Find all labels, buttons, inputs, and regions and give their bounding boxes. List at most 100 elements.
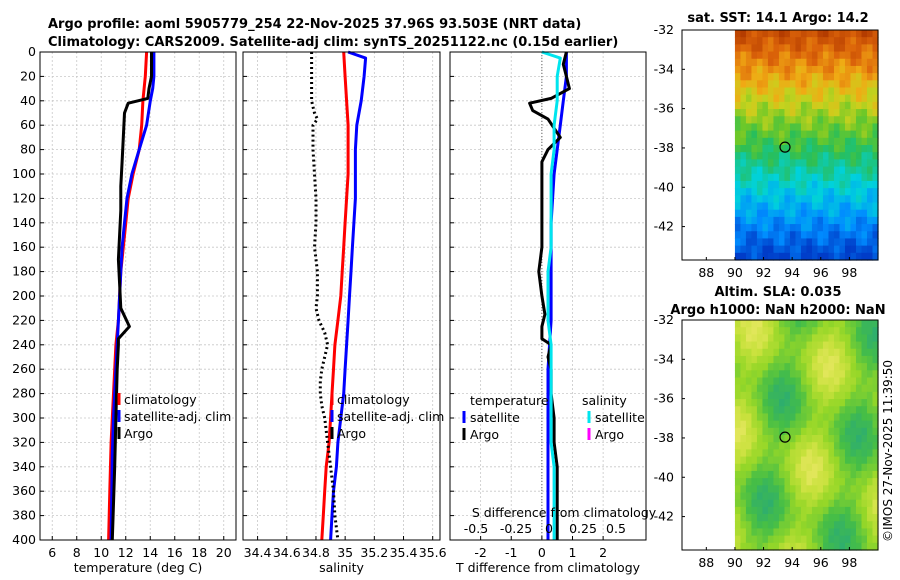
- x-tick-label: 18: [191, 545, 207, 560]
- map-cell: [778, 485, 786, 494]
- map-cell: [855, 506, 863, 515]
- map-cell: [751, 485, 758, 494]
- map-cell: [817, 209, 824, 218]
- map-cell: [734, 499, 742, 508]
- map-cell: [817, 252, 824, 261]
- map-cell: [844, 116, 852, 125]
- series-line-satellite-adj-clim: [109, 52, 156, 541]
- map-cell: [850, 406, 857, 415]
- map-cell: [778, 216, 786, 225]
- map-cell: [866, 542, 874, 551]
- map-cell: [850, 478, 857, 486]
- map-cell: [751, 252, 758, 261]
- y-tick-label: 320: [12, 434, 36, 449]
- map-cell: [861, 413, 868, 422]
- map-cell: [811, 377, 819, 386]
- map-cell: [811, 514, 819, 522]
- map-cell: [789, 51, 797, 60]
- map-cell: [828, 435, 835, 443]
- map-cell: [767, 137, 775, 146]
- map-cell: [861, 137, 868, 146]
- map-cell: [767, 334, 775, 343]
- map-cell: [811, 209, 819, 218]
- map-cell: [778, 44, 786, 53]
- map-cell: [778, 238, 786, 247]
- map-cell: [756, 73, 764, 81]
- map-cell: [850, 137, 857, 146]
- map-cell: [734, 528, 742, 537]
- map-cell: [734, 166, 742, 175]
- map-cell: [795, 384, 802, 393]
- map-cell: [833, 173, 841, 182]
- map-cell: [751, 173, 758, 182]
- map-cell: [767, 166, 775, 175]
- map-cell: [844, 216, 852, 225]
- map-cell: [861, 231, 868, 240]
- map-cell: [789, 30, 797, 38]
- map-cell: [740, 159, 747, 168]
- map-cell: [800, 399, 808, 407]
- map-cell: [756, 384, 764, 393]
- map-cell: [784, 492, 791, 501]
- map-cell: [767, 499, 775, 508]
- map-cell: [784, 363, 791, 371]
- map-cell: [745, 492, 753, 501]
- map-cell: [740, 231, 747, 240]
- map-cell: [861, 435, 868, 443]
- map-cell: [778, 370, 786, 379]
- map-cell: [822, 535, 830, 544]
- map-cell: [784, 101, 791, 110]
- map-cell: [773, 542, 780, 551]
- map-cell: [844, 427, 852, 436]
- map-cell: [745, 188, 753, 196]
- s-diff-tick-label: -0.25: [500, 521, 532, 536]
- map-cell: [734, 252, 742, 261]
- map-cell: [828, 442, 835, 450]
- map-cell: [822, 231, 830, 240]
- map-cell: [762, 456, 769, 465]
- map-cell: [795, 363, 802, 371]
- map-cell: [751, 327, 758, 335]
- map-cell: [822, 542, 830, 551]
- map-cell: [855, 420, 863, 429]
- map-cell: [817, 188, 824, 196]
- map-cell: [756, 535, 764, 544]
- map-cell: [745, 209, 753, 218]
- map-cell: [767, 449, 775, 458]
- map-cell: [833, 109, 841, 117]
- map-cell: [844, 384, 852, 393]
- map-cell: [833, 542, 841, 551]
- map-cell: [751, 73, 758, 81]
- map-cell: [745, 463, 753, 472]
- map-cell: [828, 245, 835, 254]
- map-cell: [872, 44, 879, 53]
- map-cell: [773, 145, 780, 153]
- map-cell: [844, 514, 852, 522]
- map-cell: [762, 341, 769, 350]
- map-cell: [762, 188, 769, 196]
- map-cell: [784, 202, 791, 211]
- map-cell: [866, 377, 874, 386]
- map-cell: [861, 334, 868, 343]
- map-cell: [872, 238, 879, 247]
- map-cell: [778, 542, 786, 551]
- map-cell: [773, 231, 780, 240]
- map-cell: [778, 478, 786, 486]
- map-cell: [833, 188, 841, 196]
- map-cell: [844, 456, 852, 465]
- map-cell: [795, 341, 802, 350]
- map-cell: [850, 528, 857, 537]
- map-cell: [861, 30, 868, 38]
- map-cell: [751, 231, 758, 240]
- map-cell: [751, 370, 758, 379]
- map-cell: [822, 499, 830, 508]
- map-cell: [872, 37, 879, 45]
- map-cell: [740, 391, 747, 400]
- map-cell: [789, 180, 797, 189]
- map-cell: [872, 30, 879, 38]
- map-cell: [866, 463, 874, 472]
- map-cell: [751, 413, 758, 422]
- map-cell: [806, 442, 813, 450]
- series-line-t-argo: [528, 51, 571, 540]
- map-cell: [740, 209, 747, 218]
